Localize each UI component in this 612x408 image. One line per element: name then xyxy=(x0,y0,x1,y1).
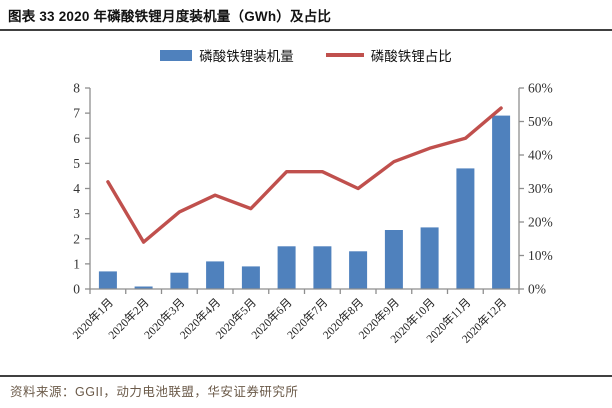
y-left-tick-label: 0 xyxy=(73,282,80,297)
install-bar xyxy=(206,261,225,289)
y-right-tick-label: 60% xyxy=(528,81,553,96)
y-left-tick-label: 7 xyxy=(73,106,80,121)
install-bar xyxy=(313,246,332,289)
bar-series-swatch xyxy=(160,49,193,61)
y-right-tick-label: 0% xyxy=(528,282,546,297)
install-bar xyxy=(277,246,296,289)
y-left-tick-label: 2 xyxy=(73,231,80,246)
y-right-tick-label: 10% xyxy=(528,248,553,263)
y-left-tick-label: 8 xyxy=(73,81,80,96)
legend-item-line: 磷酸铁锂占比 xyxy=(325,45,452,65)
install-bar xyxy=(492,115,511,289)
bar-series-label: 磷酸铁锂装机量 xyxy=(199,49,294,64)
share-line xyxy=(106,106,503,244)
y-left-tick-label: 3 xyxy=(73,206,80,221)
install-bar xyxy=(349,251,368,289)
y-right-tick-label: 40% xyxy=(528,148,553,163)
chart-legend: 磷酸铁锂装机量 磷酸铁锂占比 xyxy=(0,44,612,66)
title-divider xyxy=(0,29,612,31)
install-bar xyxy=(98,271,117,289)
install-bar xyxy=(134,286,153,289)
combo-chart: 0 1 2 3 4 5 6 7 8 0% 10% 20% 30% 40% 50% 60% 2020年1月 2020… xyxy=(0,72,612,374)
y-left-tick-label: 4 xyxy=(73,181,80,196)
install-bar xyxy=(420,227,439,289)
line-series-swatch xyxy=(325,53,364,57)
chart-canvas: 0123456780%10%20%30%40%50%60%2020年1月2020… xyxy=(70,81,553,346)
y-left-tick-label: 5 xyxy=(73,156,80,171)
install-bar xyxy=(384,230,403,289)
y-right-tick-label: 20% xyxy=(528,215,553,230)
y-right-tick-label: 50% xyxy=(528,114,553,129)
install-bar xyxy=(456,168,475,289)
figure-title: 图表 33 2020 年磷酸铁锂月度装机量（GWh）及占比 xyxy=(8,9,332,24)
y-right-tick-label: 30% xyxy=(528,181,553,196)
source-divider xyxy=(0,375,612,377)
install-bar xyxy=(241,266,260,289)
install-bar xyxy=(170,272,189,289)
source-note: 资料来源：GGII，动力电池联盟，华安证券研究所 xyxy=(10,385,299,399)
legend-item-bars: 磷酸铁锂装机量 xyxy=(160,45,294,65)
line-series-label: 磷酸铁锂占比 xyxy=(370,49,452,64)
y-left-tick-label: 6 xyxy=(73,131,80,146)
y-left-tick-label: 1 xyxy=(73,256,80,271)
